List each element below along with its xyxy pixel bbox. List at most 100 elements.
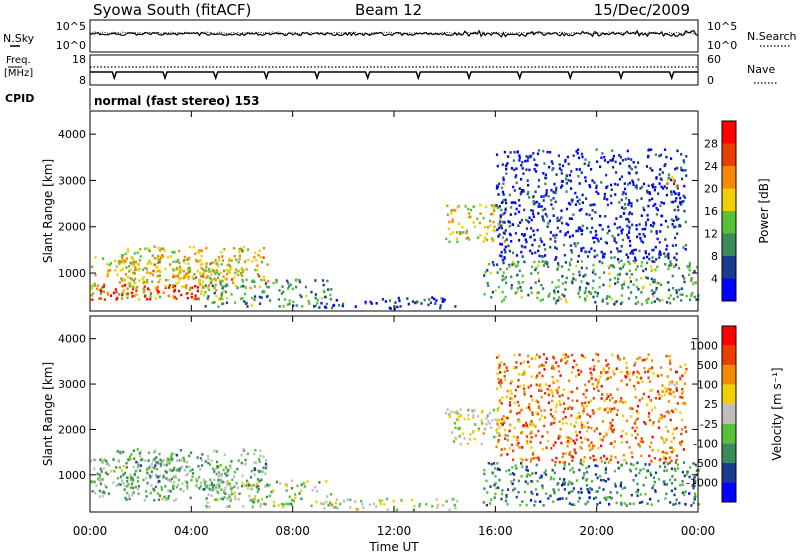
- heatmap-cell: [91, 284, 94, 288]
- heatmap-cell: [197, 280, 201, 283]
- heatmap-cell: [689, 298, 692, 301]
- heatmap-cell: [156, 274, 159, 278]
- heatmap-cell: [648, 199, 651, 202]
- heatmap-cell: [257, 485, 260, 488]
- heatmap-cell: [186, 487, 189, 490]
- heatmap-cell: [188, 266, 191, 270]
- heatmap-cell: [616, 491, 619, 494]
- heatmap-cell: [221, 497, 224, 501]
- heatmap-cell: [252, 483, 255, 487]
- heatmap-cell: [537, 291, 540, 294]
- heatmap-cell: [102, 257, 105, 260]
- heatmap-cell: [441, 300, 445, 303]
- heatmap-cell: [588, 491, 591, 494]
- heatmap-cell: [686, 470, 689, 474]
- heatmap-cell: [692, 486, 695, 490]
- heatmap-cell: [149, 491, 152, 495]
- heatmap-cell: [561, 180, 564, 183]
- heatmap-cell: [645, 276, 648, 279]
- heatmap-cell: [621, 487, 624, 490]
- heatmap-cell: [116, 483, 119, 487]
- heatmap-cell: [598, 276, 601, 279]
- heatmap-cell: [282, 305, 285, 308]
- heatmap-cell: [268, 484, 271, 487]
- heatmap-cell: [648, 412, 651, 415]
- heatmap-cell: [545, 215, 549, 218]
- heatmap-cell: [251, 487, 254, 491]
- heatmap-cell: [606, 203, 609, 207]
- heatmap-cell: [518, 353, 521, 357]
- heatmap-cell: [523, 387, 526, 391]
- heatmap-cell: [127, 494, 131, 497]
- heatmap-cell: [171, 251, 174, 254]
- heatmap-cell: [454, 209, 457, 212]
- heatmap-cell: [330, 493, 333, 496]
- heatmap-cell: [254, 497, 257, 500]
- heatmap-cell: [545, 176, 548, 180]
- heatmap-cell: [681, 293, 684, 296]
- heatmap-cell: [457, 418, 460, 422]
- heatmap-cell: [554, 460, 557, 464]
- heatmap-cell: [641, 500, 644, 504]
- heatmap-cell: [613, 469, 616, 473]
- heatmap-cell: [511, 482, 514, 486]
- heatmap-cell: [526, 159, 529, 163]
- heatmap-cell: [534, 163, 537, 167]
- colorbar-tick-label: 8: [711, 250, 718, 263]
- heatmap-cell: [458, 435, 461, 438]
- heatmap-cell: [399, 305, 402, 308]
- heatmap-cell: [131, 287, 135, 291]
- x-tick-label: 08:00: [275, 524, 310, 538]
- heatmap-cell: [264, 282, 268, 285]
- heatmap-cell: [625, 272, 628, 276]
- heatmap-cell: [500, 492, 504, 496]
- heatmap-cell: [161, 460, 164, 463]
- heatmap-cell: [483, 236, 487, 239]
- heatmap-cell: [523, 208, 526, 212]
- heatmap-cell: [591, 209, 594, 212]
- heatmap-cell: [544, 207, 547, 211]
- heatmap-cell: [133, 272, 136, 275]
- heatmap-cell: [682, 401, 685, 405]
- heatmap-cell: [657, 499, 660, 503]
- heatmap-cell: [681, 491, 684, 495]
- power-panel-frame: [89, 110, 699, 312]
- heatmap-cell: [555, 233, 558, 237]
- heatmap-cell: [477, 415, 480, 418]
- heatmap-cell: [544, 212, 547, 216]
- heatmap-cell: [456, 237, 459, 240]
- heatmap-cell: [635, 187, 639, 190]
- heatmap-cell: [439, 306, 442, 310]
- heatmap-cell: [634, 302, 637, 305]
- heatmap-cell: [138, 279, 141, 282]
- heatmap-cell: [538, 418, 541, 421]
- heatmap-cell: [690, 292, 693, 296]
- heatmap-cell: [149, 295, 152, 298]
- heatmap-cell: [199, 259, 202, 262]
- heatmap-cell: [545, 357, 548, 360]
- heatmap-cell: [334, 501, 338, 505]
- heatmap-cell: [250, 484, 254, 487]
- heatmap-cell: [667, 281, 670, 284]
- heatmap-cell: [176, 459, 179, 462]
- heatmap-cell: [170, 469, 173, 473]
- heatmap-cell: [525, 168, 528, 171]
- heatmap-cell: [116, 476, 119, 480]
- heatmap-cell: [214, 283, 217, 287]
- heatmap-cell: [571, 353, 574, 357]
- heatmap-cell: [619, 215, 622, 218]
- heatmap-cell: [568, 502, 571, 505]
- heatmap-cell: [175, 282, 178, 286]
- heatmap-cell: [542, 353, 545, 356]
- heatmap-cell: [244, 484, 247, 487]
- heatmap-cell: [629, 469, 632, 473]
- heatmap-cell: [492, 228, 495, 232]
- heatmap-cell: [213, 449, 216, 453]
- heatmap-cell: [171, 285, 174, 289]
- heatmap-cell: [192, 277, 195, 281]
- heatmap-cell: [676, 166, 679, 170]
- heatmap-cell: [503, 374, 506, 378]
- heatmap-cell: [557, 386, 560, 389]
- heatmap-cell: [540, 205, 543, 208]
- heatmap-cell: [505, 395, 508, 399]
